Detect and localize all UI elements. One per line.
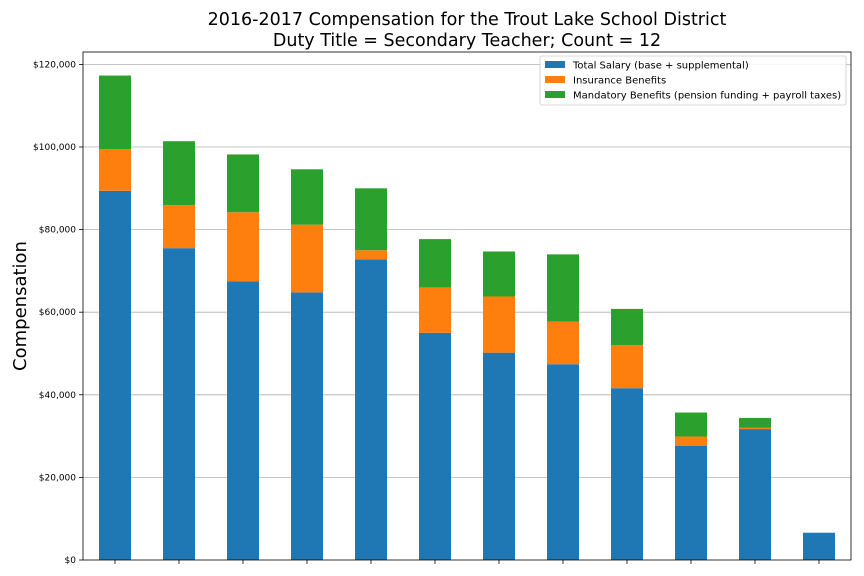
bar-series-2-8 (547, 321, 579, 365)
bar-series-3-2 (163, 141, 195, 206)
bar-series-1-11 (739, 429, 771, 560)
chart-title-line-1: 2016-2017 Compensation for the Trout Lak… (208, 10, 727, 30)
bar-series-2-7 (483, 296, 515, 353)
legend: Total Salary (base + supplemental) Insura… (539, 55, 847, 106)
bar-series-3-11 (739, 417, 771, 428)
bar-series-2-3 (227, 212, 259, 282)
bar-series-3-8 (547, 254, 579, 322)
bar-series-1-9 (611, 388, 643, 560)
legend-label-2: Insurance Benefits (573, 76, 666, 87)
legend-label-3: Mandatory Benefits (pension funding + pa… (573, 91, 841, 102)
legend-swatch-3 (545, 91, 565, 98)
bar-series-1-3 (227, 281, 259, 560)
y-tick-label-5: $100,000 (33, 143, 76, 153)
bars (99, 75, 835, 560)
bar-series-1-10 (675, 446, 707, 560)
bar-series-3-10 (675, 412, 707, 437)
bar-series-1-6 (419, 332, 451, 560)
bar-series-1-7 (483, 352, 515, 560)
bar-series-1-12 (803, 532, 835, 560)
y-axis-label: Compensation (10, 241, 31, 371)
legend-box (539, 55, 847, 106)
bar-series-2-5 (355, 250, 387, 260)
axes: $0 $20,000 $40,000 $60,000 $80,000 $100,000 $1… (33, 51, 852, 566)
y-tick-label-3: $60,000 (39, 308, 76, 318)
bar-series-2-10 (675, 436, 707, 447)
legend-swatch-1 (545, 61, 565, 68)
gridlines (83, 63, 851, 478)
chart-title-line-2: Duty Title = Secondary Teacher; Count = … (273, 31, 661, 51)
bar-series-2-2 (163, 205, 195, 249)
bar-series-3-6 (419, 239, 451, 288)
bar-series-2-4 (291, 224, 323, 293)
bar-series-3-3 (227, 154, 259, 213)
bar-series-2-6 (419, 287, 451, 333)
bar-series-2-9 (611, 345, 643, 389)
bar-series-3-4 (291, 169, 323, 225)
y-tick-label-4: $80,000 (39, 226, 76, 236)
y-tick-label-6: $120,000 (33, 60, 76, 70)
y-tick-label-0: $0 (65, 556, 77, 566)
bar-series-1-4 (291, 292, 323, 560)
y-tick-label-1: $20,000 (39, 473, 76, 483)
bar-series-1-2 (163, 248, 195, 560)
y-tick-label-2: $40,000 (39, 391, 76, 401)
bar-series-3-5 (355, 188, 387, 251)
bar-series-1-1 (99, 190, 131, 560)
legend-label-1: Total Salary (base + supplemental) (572, 61, 749, 72)
bar-series-2-11 (739, 427, 771, 430)
bar-series-1-8 (547, 364, 579, 560)
bar-series-3-9 (611, 308, 643, 346)
legend-swatch-2 (545, 76, 565, 83)
bar-series-2-1 (99, 149, 131, 191)
plot-frame (82, 51, 852, 561)
bar-series-3-1 (99, 75, 131, 150)
bar-series-3-7 (483, 251, 515, 297)
bar-series-1-5 (355, 259, 387, 560)
